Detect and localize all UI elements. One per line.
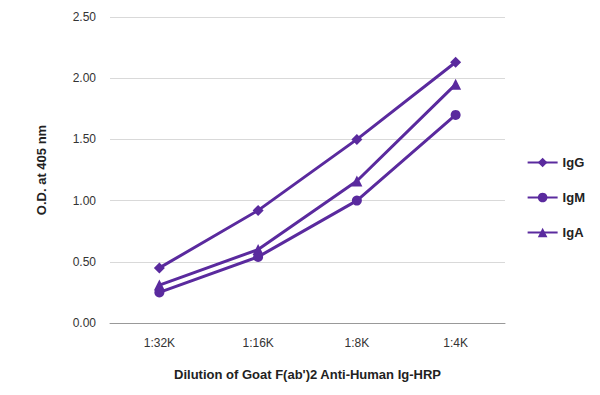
svg-text:0.50: 0.50: [73, 255, 97, 269]
svg-text:1.00: 1.00: [73, 194, 97, 208]
svg-text:1:4K: 1:4K: [443, 336, 468, 350]
svg-text:1:16K: 1:16K: [242, 336, 273, 350]
svg-text:2.00: 2.00: [73, 71, 97, 85]
svg-text:Dilution of Goat F(ab')2 Anti-: Dilution of Goat F(ab')2 Anti-Human Ig-H…: [174, 367, 441, 382]
svg-text:0.00: 0.00: [73, 316, 97, 330]
svg-text:2.50: 2.50: [73, 10, 97, 24]
svg-text:IgM: IgM: [563, 190, 585, 205]
svg-text:IgG: IgG: [563, 155, 585, 170]
svg-text:O.D. at 405 nm: O.D. at 405 nm: [34, 125, 49, 215]
svg-text:IgA: IgA: [563, 225, 585, 240]
svg-text:1.50: 1.50: [73, 132, 97, 146]
svg-text:1:8K: 1:8K: [345, 336, 370, 350]
svg-text:1:32K: 1:32K: [144, 336, 175, 350]
